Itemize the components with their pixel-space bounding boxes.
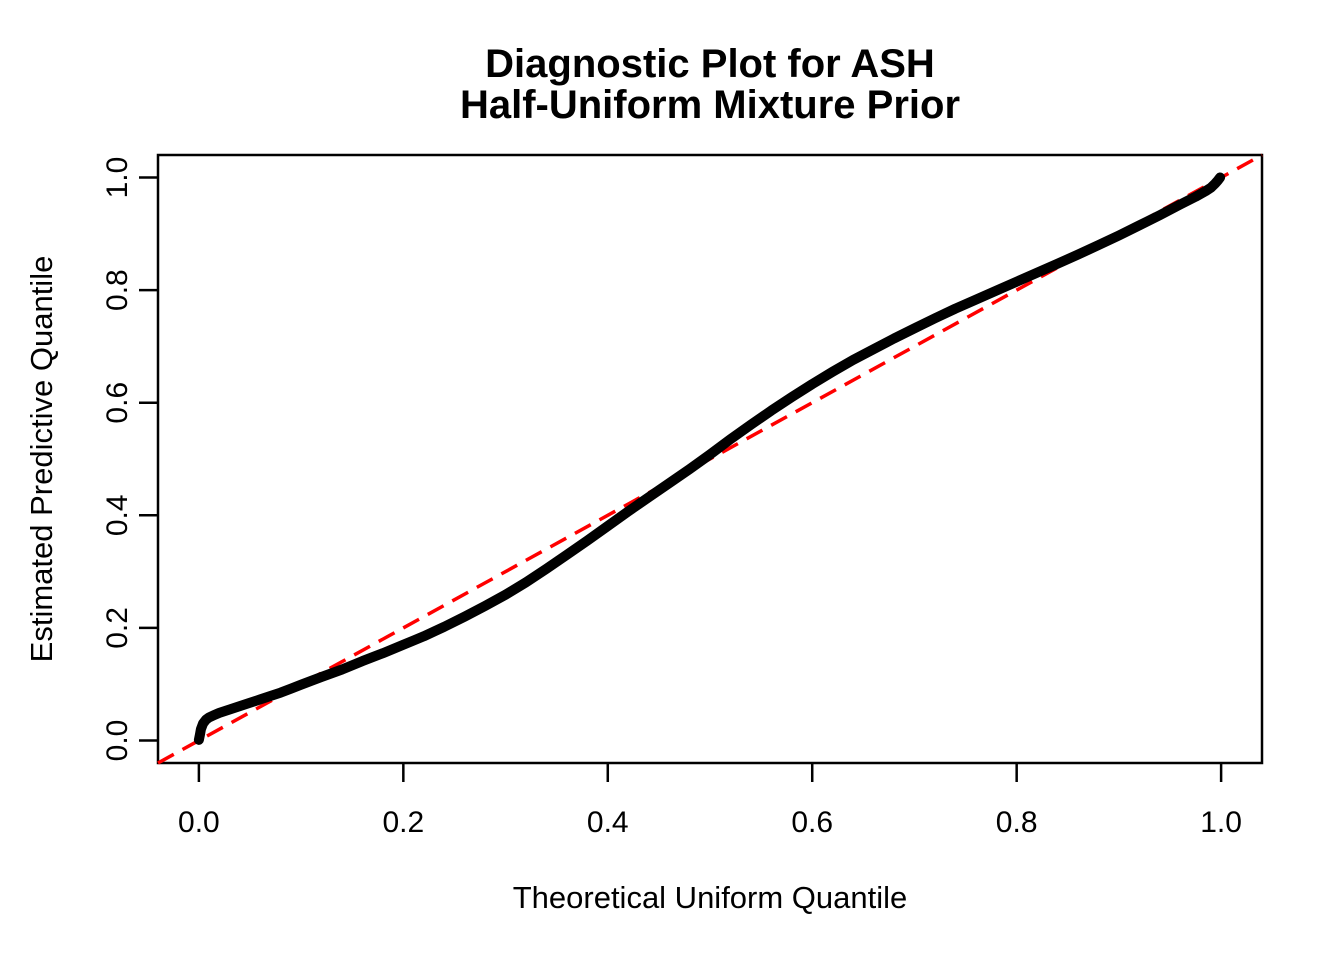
- x-axis-ticks: 0.0 0.2 0.4 0.6 0.8 1.0: [178, 763, 1242, 839]
- y-axis-title: Estimated Predictive Quantile: [24, 256, 59, 663]
- x-tick-label: 0.6: [791, 806, 833, 839]
- x-axis-title: Theoretical Uniform Quantile: [513, 880, 908, 915]
- y-tick-label: 0.8: [101, 269, 134, 311]
- y-tick-label: 0.6: [101, 382, 134, 424]
- y-axis-ticks: 0.0 0.2 0.4 0.6 0.8 1.0: [101, 157, 158, 762]
- x-tick-label: 0.2: [382, 806, 424, 839]
- y-tick-label: 0.4: [101, 494, 134, 536]
- x-tick-label: 1.0: [1200, 806, 1242, 839]
- plot-box: [156, 153, 1264, 765]
- y-tick-label: 1.0: [101, 157, 134, 199]
- y-tick-label: 0.2: [101, 607, 134, 649]
- x-tick-label: 0.8: [996, 806, 1038, 839]
- plot-title-line-1: Diagnostic Plot for ASH: [485, 42, 935, 86]
- x-tick-label: 0.4: [587, 806, 629, 839]
- y-tick-label: 0.0: [101, 720, 134, 762]
- plot-title-line-2: Half-Uniform Mixture Prior: [460, 83, 960, 127]
- x-tick-label: 0.0: [178, 806, 220, 839]
- quantile-curve: [193, 172, 1226, 745]
